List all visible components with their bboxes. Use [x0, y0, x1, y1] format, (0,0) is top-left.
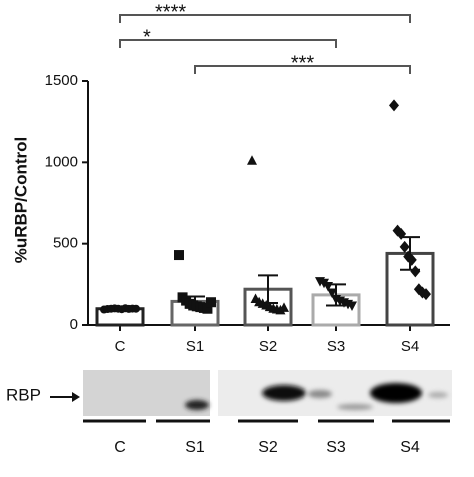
point [399, 240, 410, 253]
significance-bracket [194, 65, 411, 74]
x-tick-label: S1 [186, 338, 204, 355]
point [132, 304, 140, 313]
point [421, 288, 431, 301]
y-tick-label: 1000 [45, 153, 78, 170]
lane-label: C [114, 439, 126, 456]
point [206, 297, 216, 308]
point [327, 288, 337, 298]
lane-label: S4 [400, 439, 420, 456]
significance-bracket [119, 39, 337, 48]
band [370, 383, 422, 403]
point [247, 155, 257, 165]
y-tick-label: 1500 [45, 72, 78, 89]
lane-label: S1 [185, 439, 205, 456]
point [279, 302, 289, 312]
x-tick-label: S2 [259, 338, 277, 355]
point [389, 99, 399, 112]
blot-label: RBP [6, 385, 41, 404]
point [406, 253, 417, 266]
y-tick-label: 500 [53, 235, 78, 252]
lane-label: S2 [258, 439, 278, 456]
blot: RBP [6, 370, 452, 423]
point [174, 250, 184, 261]
point [396, 227, 407, 240]
point [323, 281, 333, 292]
point [410, 265, 421, 278]
x-tick-label: S4 [401, 338, 419, 355]
band [308, 390, 332, 398]
point [347, 301, 357, 311]
lane-label: S3 [326, 439, 346, 456]
band [185, 400, 209, 410]
significance-bracket [119, 14, 411, 23]
y-axis-label: %uRBP/Control [11, 137, 30, 264]
band [337, 404, 373, 410]
x-tick-label: C [115, 338, 126, 355]
arrow-head [72, 392, 80, 402]
x-tick-label: S3 [327, 338, 345, 355]
significance-label: *** [291, 52, 315, 74]
significance-label: **** [155, 1, 186, 23]
y-tick-label: 0 [70, 316, 78, 333]
band [262, 385, 306, 401]
significance-label: * [143, 26, 151, 48]
band [428, 392, 448, 398]
